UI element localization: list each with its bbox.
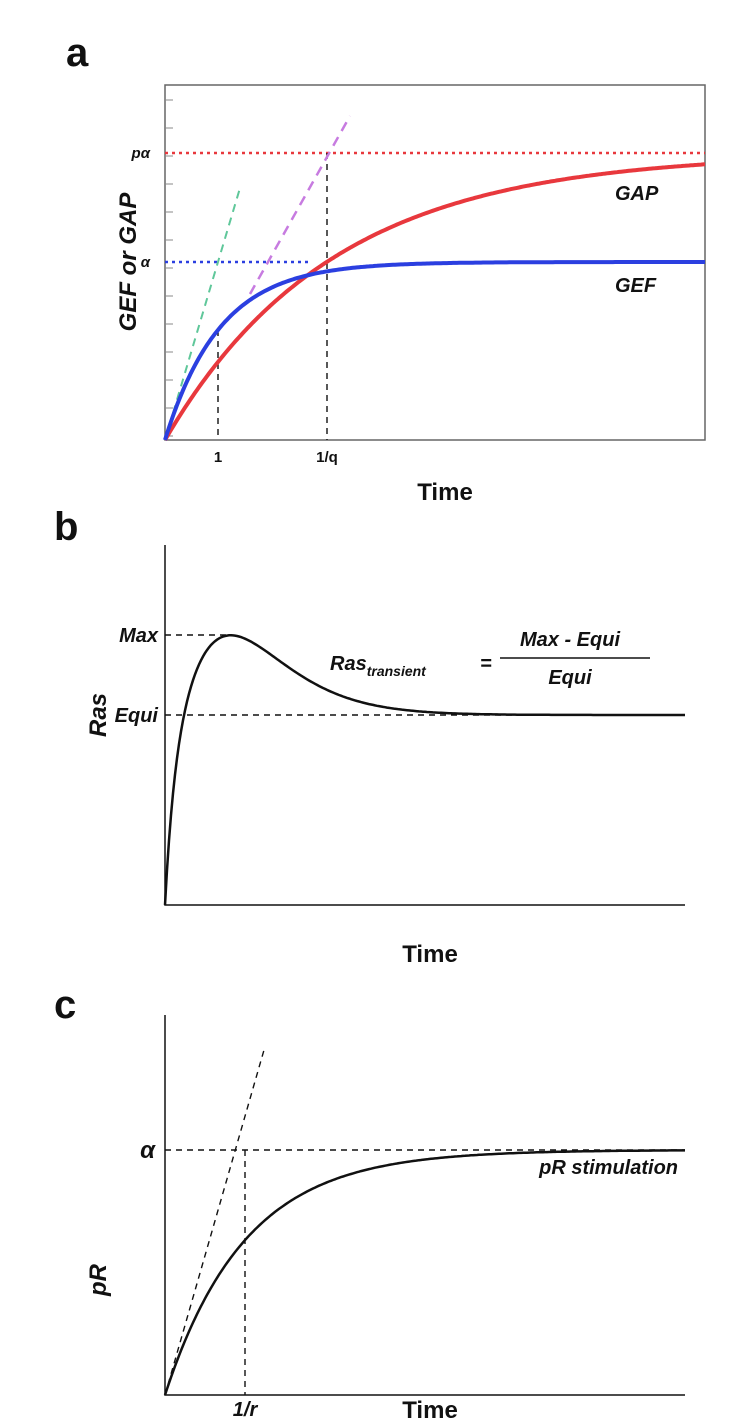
tangent-line bbox=[248, 115, 352, 295]
y-axis-label: pR bbox=[85, 1263, 112, 1297]
tangent-line bbox=[164, 1049, 265, 1396]
ras-curve bbox=[163, 634, 685, 906]
x-axis-label: Time bbox=[417, 479, 473, 506]
axes bbox=[164, 545, 685, 906]
panel-label: c bbox=[54, 983, 76, 1027]
y-tick-label: pα bbox=[131, 145, 151, 162]
curve-label: GEF bbox=[615, 275, 657, 297]
x-axis-label: Time bbox=[402, 1397, 458, 1421]
y-axis-label: Ras bbox=[85, 693, 112, 737]
curve-label: pR stimulation bbox=[538, 1157, 678, 1179]
panel-label: a bbox=[66, 31, 89, 75]
formula-lhs: Rastransient bbox=[330, 653, 427, 679]
axis-ticks bbox=[165, 99, 173, 437]
axes bbox=[164, 1015, 685, 1396]
panel-label: b bbox=[54, 505, 78, 549]
gef-curve bbox=[163, 260, 705, 441]
formula-text: Ras bbox=[330, 653, 367, 675]
x-axis-label: Time bbox=[402, 941, 458, 968]
y-tick-label: Equi bbox=[115, 705, 159, 727]
pr-curve bbox=[163, 1149, 685, 1396]
y-tick-label: α bbox=[140, 1137, 156, 1164]
y-tick-label: α bbox=[141, 254, 151, 271]
tangent-line bbox=[164, 187, 241, 441]
y-axis-label: GEF or GAP bbox=[115, 192, 142, 332]
formula-denominator: Equi bbox=[548, 667, 592, 689]
gap-curve bbox=[163, 162, 706, 442]
formula-equals: = bbox=[480, 653, 492, 675]
x-tick-label: 1 bbox=[214, 449, 222, 466]
x-tick-label: 1/r bbox=[233, 1399, 259, 1421]
formula-numerator: Max - Equi bbox=[520, 629, 620, 651]
x-tick-label: 1/q bbox=[316, 449, 338, 466]
curve-label: GAP bbox=[615, 183, 659, 205]
formula-subscript: transient bbox=[367, 663, 427, 679]
y-tick-label: Max bbox=[119, 625, 159, 647]
